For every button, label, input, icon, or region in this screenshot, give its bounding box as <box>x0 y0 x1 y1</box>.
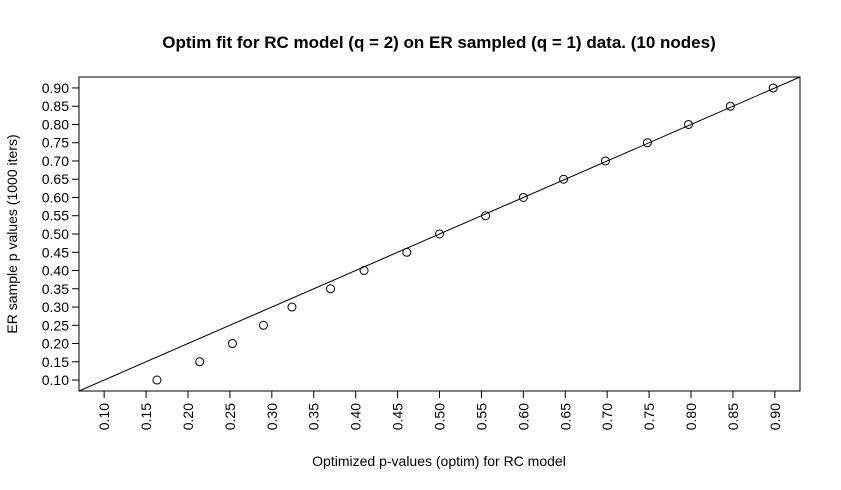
x-axis: 0.10 0.15 0.20 0.25 0.30 0.35 0.40 0.45 0.50 0.55… <box>96 390 783 430</box>
data-points <box>152 83 778 385</box>
y-tick-label: 0.30 <box>42 299 69 315</box>
x-tick-label: 0.30 <box>264 403 280 430</box>
x-tick-label: 0.20 <box>180 403 196 430</box>
x-tick-label: 0.50 <box>432 403 448 430</box>
x-axis-label: Optimized p-values (optim) for RC model <box>312 453 566 469</box>
x-tick-label: 0.90 <box>767 403 783 430</box>
y-tick-label: 0.15 <box>42 354 69 370</box>
y-tick-label: 0.65 <box>42 171 69 187</box>
x-tick-label: 0.70 <box>599 403 615 430</box>
x-tick-label: 0.40 <box>348 403 364 430</box>
x-tick-label: 0.15 <box>138 403 154 430</box>
y-tick-label: 0.70 <box>42 153 69 169</box>
y-tick-label: 0.35 <box>42 281 69 297</box>
data-point <box>725 101 735 111</box>
data-point <box>195 357 205 367</box>
data-point <box>600 156 610 166</box>
identity-reference-line <box>78 76 801 392</box>
data-point <box>258 320 268 330</box>
data-point <box>683 119 693 129</box>
y-tick-label: 0.10 <box>42 372 69 388</box>
y-tick-label: 0.25 <box>42 317 69 333</box>
data-point <box>481 211 491 221</box>
x-tick-label: 0.45 <box>390 403 406 430</box>
y-tick-label: 0.60 <box>42 189 69 205</box>
y-tick-label: 0.45 <box>42 244 69 260</box>
y-axis-label: ER sample p values (1000 iters) <box>4 134 20 333</box>
y-tick-label: 0.20 <box>42 336 69 352</box>
data-point <box>642 138 652 148</box>
y-tick-label: 0.40 <box>42 263 69 279</box>
y-tick-label: 0.55 <box>42 208 69 224</box>
data-point <box>359 266 369 276</box>
chart-title: Optim fit for RC model (q = 2) on ER sam… <box>162 33 716 52</box>
x-tick-label: 0.75 <box>641 403 657 430</box>
x-tick-label: 0.65 <box>557 403 573 430</box>
y-axis: 0.90 0.85 0.80 0.75 0.70 0.65 0.60 0.55 0.50 0.45… <box>42 80 80 388</box>
x-tick-label: 0.35 <box>306 403 322 430</box>
y-tick-label: 0.90 <box>42 80 69 96</box>
x-tick-label: 0.60 <box>515 403 531 430</box>
data-point <box>559 174 569 184</box>
data-point <box>326 284 336 294</box>
data-point <box>227 339 237 349</box>
y-tick-label: 0.75 <box>42 135 69 151</box>
y-tick-label: 0.80 <box>42 116 69 132</box>
y-tick-label: 0.50 <box>42 226 69 242</box>
x-tick-label: 0.80 <box>683 403 699 430</box>
x-tick-label: 0.55 <box>473 403 489 430</box>
x-tick-label: 0.85 <box>725 403 741 430</box>
data-point <box>518 192 528 202</box>
data-point <box>152 375 162 385</box>
y-tick-label: 0.85 <box>42 98 69 114</box>
x-tick-label: 0.10 <box>96 403 112 430</box>
x-tick-label: 0.25 <box>222 403 238 430</box>
data-point <box>402 247 412 257</box>
data-point <box>768 83 778 93</box>
data-point <box>287 302 297 312</box>
data-point <box>435 229 444 239</box>
